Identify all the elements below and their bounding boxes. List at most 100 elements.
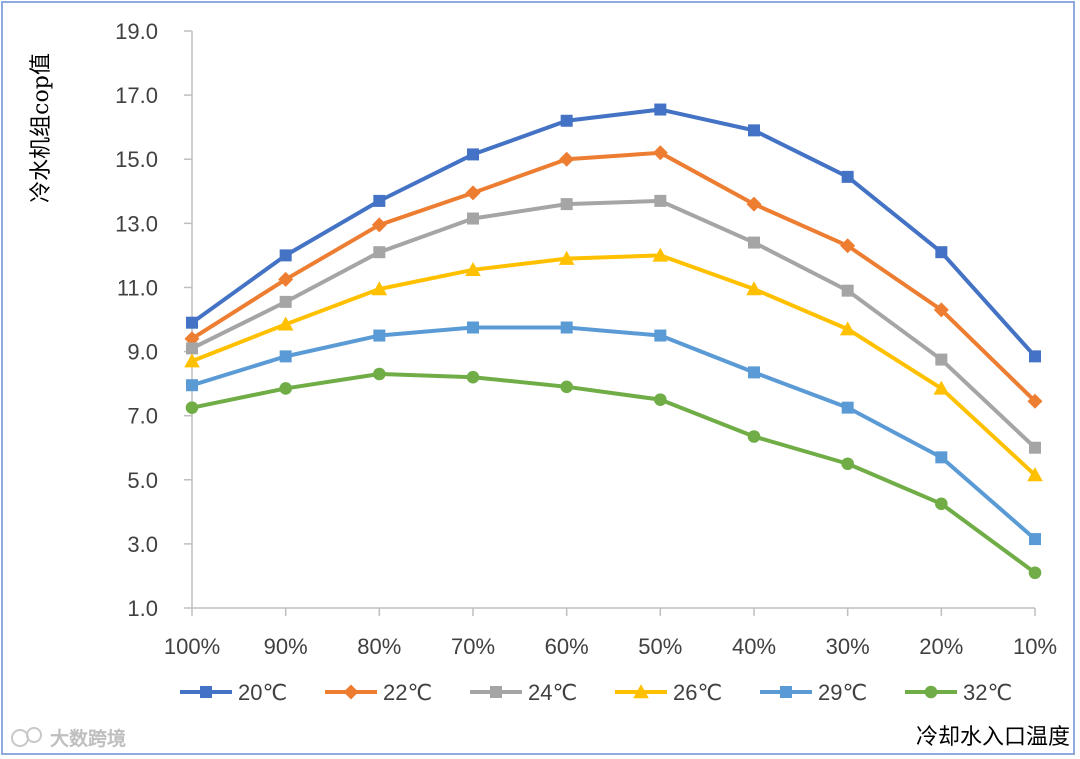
- y-tick-label: 11.0: [117, 275, 158, 300]
- series-20℃: [186, 103, 1041, 363]
- y-axis-title: 冷水机组cop值: [29, 53, 54, 203]
- x-axis-title: 冷却水入口温度: [916, 725, 1070, 750]
- series-22℃: [184, 145, 1043, 409]
- data-point: [1029, 350, 1041, 363]
- data-point: [560, 198, 573, 211]
- watermark-text: 大数跨境: [50, 727, 126, 750]
- data-point: [652, 247, 669, 262]
- data-point: [373, 194, 386, 207]
- data-point: [1029, 441, 1041, 454]
- data-point: [200, 686, 212, 698]
- data-point: [343, 684, 359, 700]
- data-point: [467, 148, 479, 161]
- data-point: [746, 196, 762, 212]
- data-point: [467, 212, 479, 225]
- data-point: [933, 302, 949, 318]
- data-point: [1027, 467, 1043, 482]
- data-point: [935, 353, 948, 366]
- data-point: [935, 497, 948, 511]
- legend-item: 32℃: [905, 680, 1012, 705]
- data-point: [748, 366, 760, 379]
- data-point: [490, 686, 502, 698]
- x-tick-label: 60%: [545, 634, 589, 659]
- y-tick-label: 19.0: [115, 19, 158, 44]
- series-line: [190, 253, 1037, 477]
- data-point: [278, 271, 294, 287]
- legend: 20℃ 22℃ 24℃ 26℃ 29℃ 32℃: [180, 680, 1012, 705]
- x-tick-label: 90%: [264, 634, 308, 659]
- series-line: [190, 107, 1037, 359]
- data-point: [747, 430, 761, 443]
- chart-axes: 1.0 3.0 5.0 7.0 9.0 11.0 13.0 15.0 17.0 19.0 100% 9…: [115, 19, 1057, 659]
- y-tick-label: 17.0: [115, 83, 158, 108]
- series-line: [190, 325, 1037, 542]
- legend-label: 29℃: [818, 680, 867, 705]
- x-tick-label: 100%: [164, 634, 220, 659]
- data-point: [467, 321, 479, 334]
- legend-label: 20℃: [238, 680, 287, 705]
- data-point: [279, 249, 292, 262]
- data-point: [841, 457, 854, 471]
- data-point: [1029, 533, 1041, 546]
- series-32℃: [185, 367, 1042, 580]
- data-point: [371, 217, 387, 233]
- data-point: [935, 246, 948, 259]
- data-point: [373, 329, 386, 342]
- series-line: [190, 371, 1037, 575]
- data-point: [279, 382, 292, 395]
- data-point: [841, 170, 854, 183]
- data-point: [559, 151, 575, 167]
- legend-label: 24℃: [528, 680, 577, 705]
- legend-label: 22℃: [383, 680, 432, 705]
- data-point: [558, 250, 575, 265]
- y-tick-label: 13.0: [115, 211, 158, 236]
- x-tick-label: 40%: [732, 634, 776, 659]
- data-point: [924, 685, 938, 699]
- series-layer: [184, 103, 1043, 580]
- y-tick-label: 5.0: [127, 468, 158, 493]
- data-point: [654, 194, 667, 207]
- data-point: [633, 684, 649, 699]
- data-point: [748, 236, 760, 249]
- data-point: [560, 114, 573, 127]
- data-point: [371, 281, 388, 296]
- data-point: [841, 401, 854, 414]
- data-point: [933, 380, 950, 395]
- y-tick-label: 15.0: [115, 147, 158, 172]
- x-tick-label: 20%: [919, 634, 963, 659]
- data-point: [654, 329, 667, 342]
- data-point: [652, 145, 668, 161]
- data-point: [279, 350, 292, 363]
- data-point: [560, 380, 573, 394]
- legend-item: 20℃: [180, 680, 287, 705]
- series-26℃: [184, 247, 1043, 482]
- y-tick-label: 3.0: [127, 532, 158, 557]
- series-24℃: [186, 194, 1041, 454]
- data-point: [748, 124, 760, 137]
- data-point: [839, 321, 856, 336]
- data-point: [1027, 393, 1043, 409]
- data-point: [654, 393, 667, 406]
- data-point: [186, 316, 198, 329]
- data-point: [186, 342, 198, 355]
- series-29℃: [186, 321, 1041, 546]
- data-point: [560, 321, 573, 334]
- data-point: [935, 451, 948, 464]
- data-point: [841, 284, 854, 297]
- data-point: [840, 238, 856, 254]
- data-point: [185, 401, 199, 414]
- data-point: [184, 353, 200, 368]
- series-line: [190, 150, 1037, 404]
- data-point: [654, 103, 667, 116]
- data-point: [1028, 566, 1042, 580]
- x-tick-label: 50%: [638, 634, 682, 659]
- data-point: [465, 185, 481, 201]
- legend-label: 26℃: [673, 680, 722, 705]
- data-point: [373, 367, 386, 381]
- legend-item: 26℃: [615, 680, 722, 705]
- legend-item: 22℃: [325, 680, 432, 705]
- x-tick-label: 80%: [357, 634, 401, 659]
- x-tick-label: 30%: [826, 634, 870, 659]
- x-tick-label: 10%: [1013, 634, 1057, 659]
